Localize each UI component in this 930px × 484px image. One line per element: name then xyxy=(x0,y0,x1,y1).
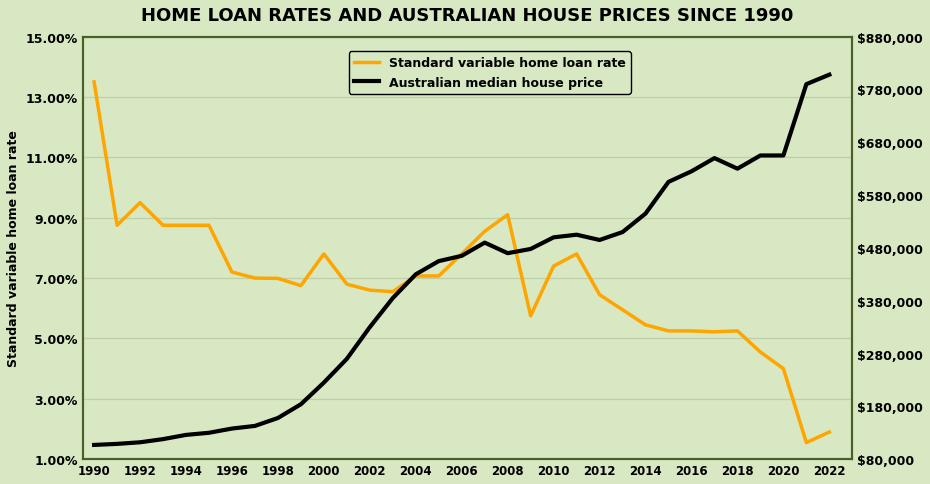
Australian median house price xyxy=(180,432,192,438)
Y-axis label: Standard variable home loan rate: Standard variable home loan rate xyxy=(7,130,20,366)
Australian median house price xyxy=(755,153,766,159)
Standard variable home loan rate xyxy=(226,270,237,275)
Standard variable home loan rate xyxy=(180,223,192,229)
Title: HOME LOAN RATES AND AUSTRALIAN HOUSE PRICES SINCE 1990: HOME LOAN RATES AND AUSTRALIAN HOUSE PRI… xyxy=(141,7,793,25)
Australian median house price xyxy=(272,415,284,421)
Standard variable home loan rate xyxy=(594,292,605,298)
Line: Standard variable home loan rate: Standard variable home loan rate xyxy=(94,83,830,443)
Australian median house price xyxy=(204,430,215,436)
Standard variable home loan rate xyxy=(456,252,467,257)
Australian median house price xyxy=(365,325,376,331)
Australian median house price xyxy=(571,232,582,238)
Standard variable home loan rate xyxy=(502,212,513,218)
Australian median house price xyxy=(548,235,559,241)
Standard variable home loan rate xyxy=(157,223,168,229)
Standard variable home loan rate xyxy=(88,80,100,86)
Standard variable home loan rate xyxy=(755,349,766,355)
Australian median house price xyxy=(617,230,628,236)
Australian median house price xyxy=(640,211,651,217)
Standard variable home loan rate xyxy=(709,329,720,335)
Australian median house price xyxy=(594,238,605,243)
Australian median house price xyxy=(249,423,260,429)
Australian median house price xyxy=(226,426,237,432)
Standard variable home loan rate xyxy=(204,223,215,229)
Australian median house price xyxy=(801,82,812,88)
Standard variable home loan rate xyxy=(686,328,698,334)
Australian median house price xyxy=(502,251,513,257)
Standard variable home loan rate xyxy=(824,429,835,435)
Standard variable home loan rate xyxy=(801,440,812,446)
Standard variable home loan rate xyxy=(640,322,651,328)
Standard variable home loan rate xyxy=(135,200,146,206)
Australian median house price xyxy=(410,272,421,278)
Australian median house price xyxy=(296,402,307,408)
Australian median house price xyxy=(686,169,698,175)
Australian median house price xyxy=(135,439,146,445)
Standard variable home loan rate xyxy=(318,252,329,257)
Australian median house price xyxy=(709,156,720,162)
Standard variable home loan rate xyxy=(387,289,398,295)
Standard variable home loan rate xyxy=(548,264,559,270)
Standard variable home loan rate xyxy=(341,282,352,287)
Standard variable home loan rate xyxy=(410,273,421,279)
Australian median house price xyxy=(525,246,537,252)
Standard variable home loan rate xyxy=(663,328,674,334)
Standard variable home loan rate xyxy=(617,307,628,313)
Standard variable home loan rate xyxy=(479,229,490,235)
Standard variable home loan rate xyxy=(777,366,789,372)
Standard variable home loan rate xyxy=(571,252,582,257)
Legend: Standard variable home loan rate, Australian median house price: Standard variable home loan rate, Austra… xyxy=(349,52,631,94)
Standard variable home loan rate xyxy=(296,283,307,289)
Australian median house price xyxy=(112,441,123,447)
Australian median house price xyxy=(387,296,398,302)
Standard variable home loan rate xyxy=(732,328,743,334)
Australian median house price xyxy=(479,240,490,246)
Australian median house price xyxy=(433,258,445,264)
Australian median house price xyxy=(777,153,789,159)
Australian median house price xyxy=(88,442,100,448)
Australian median house price xyxy=(824,73,835,78)
Standard variable home loan rate xyxy=(112,223,123,229)
Standard variable home loan rate xyxy=(525,313,537,319)
Standard variable home loan rate xyxy=(365,287,376,293)
Australian median house price xyxy=(341,356,352,362)
Standard variable home loan rate xyxy=(433,273,445,279)
Line: Australian median house price: Australian median house price xyxy=(94,76,830,445)
Australian median house price xyxy=(456,254,467,259)
Australian median house price xyxy=(318,380,329,386)
Australian median house price xyxy=(732,166,743,172)
Standard variable home loan rate xyxy=(272,276,284,282)
Australian median house price xyxy=(663,180,674,185)
Australian median house price xyxy=(157,436,168,442)
Standard variable home loan rate xyxy=(249,275,260,281)
